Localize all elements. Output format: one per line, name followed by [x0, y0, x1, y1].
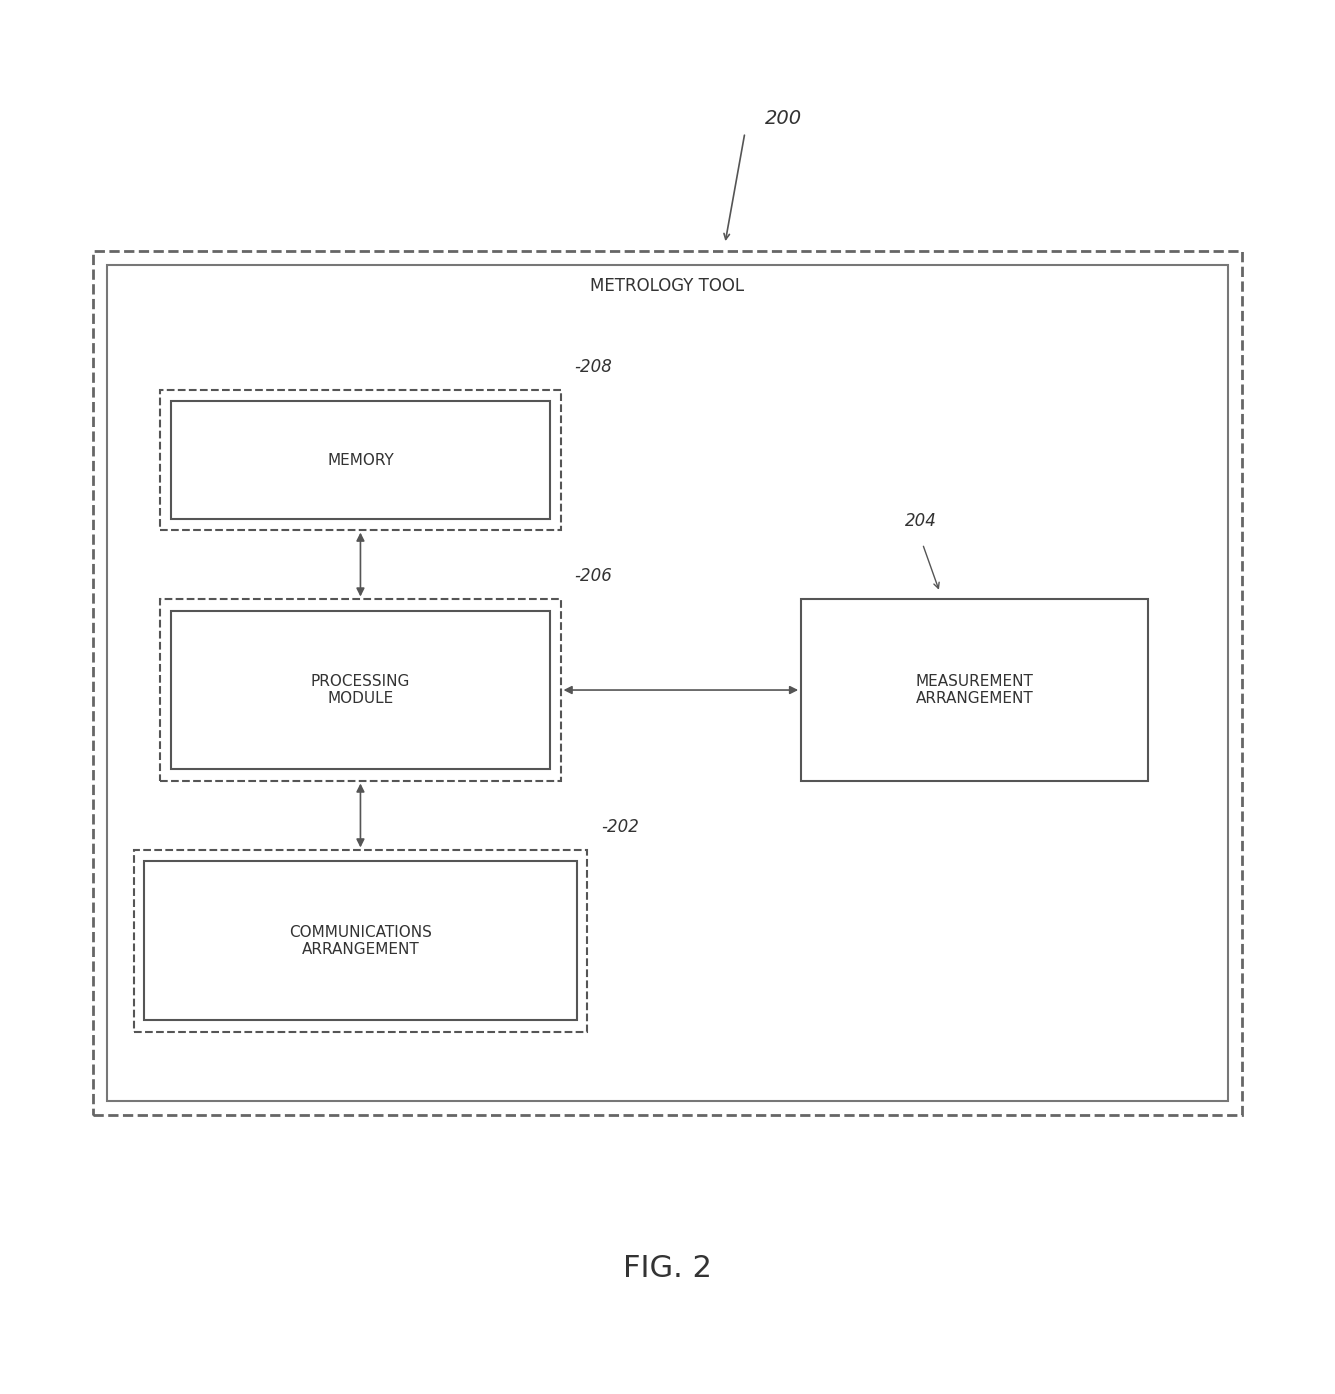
FancyBboxPatch shape: [160, 599, 561, 781]
Text: COMMUNICATIONS
ARRANGEMENT: COMMUNICATIONS ARRANGEMENT: [288, 924, 433, 958]
Text: MEASUREMENT
ARRANGEMENT: MEASUREMENT ARRANGEMENT: [916, 673, 1033, 707]
FancyBboxPatch shape: [93, 251, 1242, 1115]
Text: FIG. 2: FIG. 2: [623, 1255, 712, 1282]
Text: PROCESSING
MODULE: PROCESSING MODULE: [311, 673, 410, 707]
Text: -206: -206: [574, 567, 611, 585]
FancyBboxPatch shape: [144, 861, 577, 1020]
FancyBboxPatch shape: [171, 611, 550, 769]
Text: MEMORY: MEMORY: [327, 453, 394, 467]
FancyBboxPatch shape: [160, 390, 561, 530]
FancyBboxPatch shape: [134, 850, 587, 1032]
Text: 200: 200: [765, 109, 802, 128]
Text: 204: 204: [905, 512, 937, 530]
Text: METROLOGY TOOL: METROLOGY TOOL: [590, 277, 745, 294]
FancyBboxPatch shape: [171, 401, 550, 519]
FancyBboxPatch shape: [801, 599, 1148, 781]
Text: -208: -208: [574, 358, 611, 376]
Text: -202: -202: [601, 818, 638, 836]
